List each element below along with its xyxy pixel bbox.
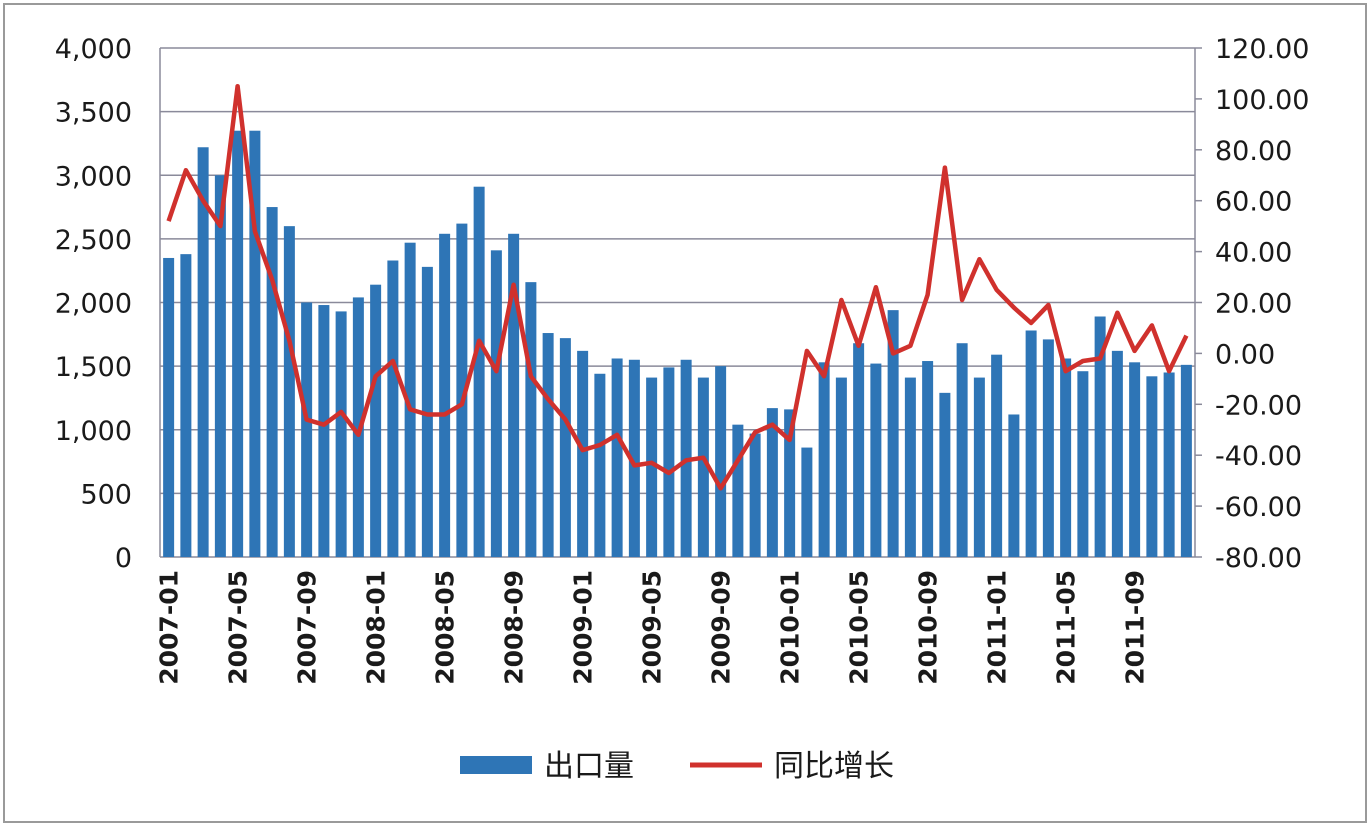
y-tick-label: 2,500 (55, 225, 132, 256)
bar (611, 358, 623, 557)
y2-tick-label: -80.00 (1215, 543, 1302, 574)
y-tick-label: 1,000 (55, 416, 132, 447)
bar (490, 250, 502, 557)
bar (801, 447, 813, 557)
bar (818, 362, 830, 557)
y2-tick-label: 0.00 (1215, 339, 1275, 370)
bar (1077, 371, 1089, 557)
bar (1094, 316, 1106, 557)
y-tick-label: 500 (80, 479, 132, 510)
bar (335, 311, 347, 557)
bar (266, 207, 278, 557)
bar (525, 282, 537, 557)
x-tick-label: 2008-09 (500, 570, 529, 685)
bar (180, 254, 192, 557)
y-tick-label: 2,000 (55, 289, 132, 320)
x-tick-label: 2010-05 (845, 570, 874, 685)
legend-label: 同比增长 (774, 749, 894, 784)
y-tick-label: 0 (115, 543, 132, 574)
bar (835, 377, 847, 557)
bar (421, 266, 433, 557)
bar (922, 361, 934, 557)
bar (301, 302, 313, 557)
bar (991, 354, 1003, 557)
bar (628, 359, 640, 557)
bar (1060, 358, 1072, 557)
y2-tick-label: -20.00 (1215, 390, 1302, 421)
bar (508, 233, 520, 557)
bar (473, 186, 485, 557)
x-tick-label: 2009-09 (707, 570, 736, 685)
bar (387, 260, 399, 557)
x-tick-label: 2008-05 (431, 570, 460, 685)
line (166, 83, 1189, 491)
bar (318, 305, 330, 557)
bar (542, 333, 554, 557)
bar (1025, 330, 1037, 557)
bar (887, 310, 899, 557)
bar (1180, 364, 1192, 557)
y-tick-label: 3,000 (55, 161, 132, 192)
x-tick-label: 2009-01 (569, 570, 598, 685)
bar (956, 343, 968, 557)
y2-tick-label: 120.00 (1215, 34, 1309, 65)
y-tick-label: 1,500 (55, 352, 132, 383)
bar (939, 392, 951, 557)
y2-tick-label: 20.00 (1215, 289, 1292, 320)
bar (439, 233, 451, 557)
bar (559, 338, 571, 557)
legend-label: 出口量 (544, 749, 634, 784)
bar (973, 377, 985, 557)
bar (456, 223, 468, 558)
bar (663, 367, 675, 557)
bar (1008, 414, 1020, 557)
bar (749, 433, 761, 557)
y-tick-label: 4,000 (55, 34, 132, 65)
bar (853, 343, 865, 557)
bar (1129, 362, 1141, 557)
x-tick-label: 2007-05 (224, 570, 253, 685)
bar (1042, 339, 1054, 557)
x-tick-label: 2008-01 (362, 570, 391, 685)
bar (163, 257, 175, 557)
y2-tick-label: 80.00 (1215, 136, 1292, 167)
bar (577, 350, 589, 557)
bar (197, 147, 209, 557)
bar (1146, 376, 1158, 557)
x-tick-label: 2009-05 (638, 570, 667, 685)
bar (646, 377, 658, 557)
bar (214, 175, 226, 557)
y2-tick-label: 60.00 (1215, 187, 1292, 218)
bar (1111, 350, 1123, 557)
bar (1163, 372, 1175, 557)
bar (283, 226, 295, 557)
y2-tick-label: 40.00 (1215, 238, 1292, 269)
bar (784, 409, 796, 557)
bar (715, 366, 727, 557)
bar (404, 242, 416, 557)
y2-tick-label: -40.00 (1215, 441, 1302, 472)
legend-swatch (460, 756, 532, 774)
bar (870, 363, 882, 557)
y2-tick-label: 100.00 (1215, 85, 1309, 116)
bar (697, 377, 709, 557)
bar (594, 373, 606, 557)
x-tick-label: 2007-09 (293, 570, 322, 685)
x-tick-label: 2010-01 (776, 570, 805, 685)
x-tick-label: 2010-09 (914, 570, 943, 685)
bar (904, 377, 916, 557)
x-tick-label: 2011-05 (1052, 570, 1081, 685)
x-tick-label: 2007-01 (155, 570, 184, 685)
bar (732, 424, 744, 557)
x-tick-label: 2011-01 (983, 570, 1012, 685)
bar (232, 130, 244, 557)
bar (370, 284, 382, 557)
y2-tick-label: -60.00 (1215, 492, 1302, 523)
bar (249, 130, 261, 557)
bar (766, 408, 778, 557)
y-tick-label: 3,500 (55, 98, 132, 129)
x-tick-label: 2011-09 (1121, 570, 1150, 685)
